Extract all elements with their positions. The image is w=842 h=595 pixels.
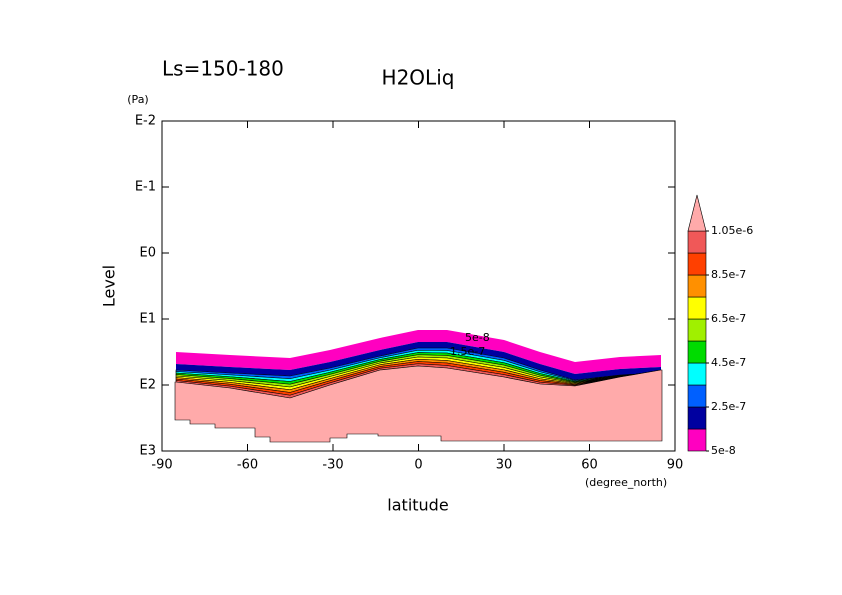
- colorbar-box: [687, 274, 707, 298]
- x-tick-label: -90: [151, 458, 172, 473]
- colorbar-tick-label: 5e-8: [711, 444, 736, 457]
- y-axis-label: Level: [100, 265, 119, 307]
- colorbar-tick-label: 4.5e-7: [711, 356, 746, 369]
- x-tick-label: 30: [496, 458, 513, 473]
- y-tick-label: E3: [140, 444, 157, 459]
- colorbar-box: [687, 296, 707, 320]
- x-tick-label: 0: [414, 458, 422, 473]
- chart-subtitle: Ls=150-180: [162, 57, 284, 81]
- y-tick-label: E0: [140, 246, 157, 261]
- colorbar-box: [687, 406, 707, 430]
- colorbar-box: [687, 230, 707, 254]
- contour-label: 1.5e-7: [450, 345, 485, 358]
- colorbar-extend: [687, 194, 707, 232]
- colorbar-box: [687, 362, 707, 386]
- contour-band: [174, 365, 663, 443]
- colorbar-box: [687, 384, 707, 408]
- contour-band: [176, 330, 661, 374]
- colorbar-tick-label: 6.5e-7: [711, 312, 746, 325]
- y-tick-label: E2: [140, 378, 157, 393]
- contour-band: [176, 342, 661, 380]
- x-tick-label: -60: [237, 458, 258, 473]
- x-tick-label: 90: [667, 458, 684, 473]
- y-tick-label: E1: [140, 312, 157, 327]
- colorbar-box: [687, 252, 707, 276]
- x-tick-label: -30: [322, 458, 343, 473]
- colorbar-tick-label: 8.5e-7: [711, 268, 746, 281]
- y-tick-label: E-2: [135, 114, 156, 129]
- colorbar-box: [687, 340, 707, 364]
- x-units: (degree_north): [585, 476, 667, 489]
- contour-label: 5e-8: [465, 331, 490, 344]
- chart-title: H2OLiq: [382, 66, 455, 90]
- y-units: (Pa): [127, 93, 148, 106]
- colorbar-box: [687, 318, 707, 342]
- colorbar-tick-label: 1.05e-6: [711, 224, 753, 237]
- colorbar-tick-label: 2.5e-7: [711, 400, 746, 413]
- x-axis-label: latitude: [387, 496, 448, 515]
- colorbar-box: [687, 428, 707, 452]
- x-tick-label: 60: [581, 458, 598, 473]
- y-tick-label: E-1: [135, 180, 156, 195]
